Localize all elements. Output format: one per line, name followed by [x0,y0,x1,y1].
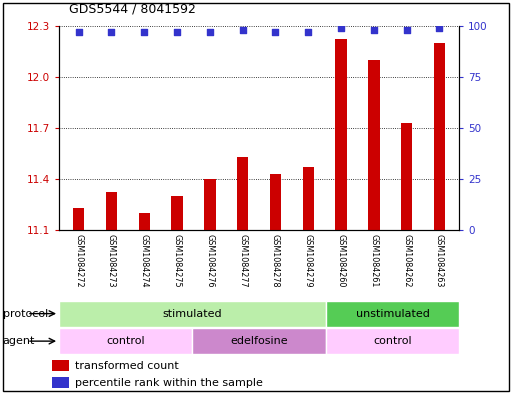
Point [107,29,115,35]
Text: GDS5544 / 8041592: GDS5544 / 8041592 [69,3,196,16]
Point [271,29,280,35]
Point [239,26,247,33]
Text: GSM1084279: GSM1084279 [304,234,313,288]
Text: control: control [373,336,412,346]
Bar [303,167,314,230]
Bar [106,193,117,230]
Bar [52,377,69,388]
Text: stimulated: stimulated [163,309,222,319]
Point [74,29,83,35]
Text: percentile rank within the sample: percentile rank within the sample [75,378,263,387]
Text: agent: agent [3,336,35,346]
Bar [433,42,445,230]
Point [403,26,411,33]
Text: GSM1084260: GSM1084260 [337,234,346,287]
Bar [73,208,85,230]
Text: GSM1084262: GSM1084262 [402,234,411,287]
Point [173,29,181,35]
Point [140,29,148,35]
Bar [139,213,150,230]
Bar [336,39,347,230]
Point [304,29,312,35]
Point [436,24,444,31]
Text: control: control [106,336,145,346]
Bar [192,328,326,354]
Bar [171,196,183,230]
Text: GSM1084277: GSM1084277 [238,234,247,288]
Point [337,24,345,31]
Text: GSM1084261: GSM1084261 [369,234,379,287]
Bar [326,328,459,354]
Text: GSM1084278: GSM1084278 [271,234,280,287]
Point [370,26,378,33]
Bar [59,301,326,327]
Text: GSM1084272: GSM1084272 [74,234,83,288]
Bar [59,328,192,354]
Text: transformed count: transformed count [75,361,179,371]
Bar [326,301,459,327]
Text: GSM1084273: GSM1084273 [107,234,116,287]
Text: protocol: protocol [3,309,48,319]
Text: GSM1084275: GSM1084275 [172,234,182,288]
Point [206,29,214,35]
Text: GSM1084263: GSM1084263 [435,234,444,287]
Bar [237,157,248,230]
Bar [204,179,215,230]
Bar [401,123,412,230]
Text: unstimulated: unstimulated [356,309,429,319]
Text: GSM1084274: GSM1084274 [140,234,149,287]
Bar [368,60,380,230]
Text: GSM1084276: GSM1084276 [205,234,214,287]
Bar [52,360,69,371]
Bar [270,174,281,230]
Text: edelfosine: edelfosine [230,336,288,346]
